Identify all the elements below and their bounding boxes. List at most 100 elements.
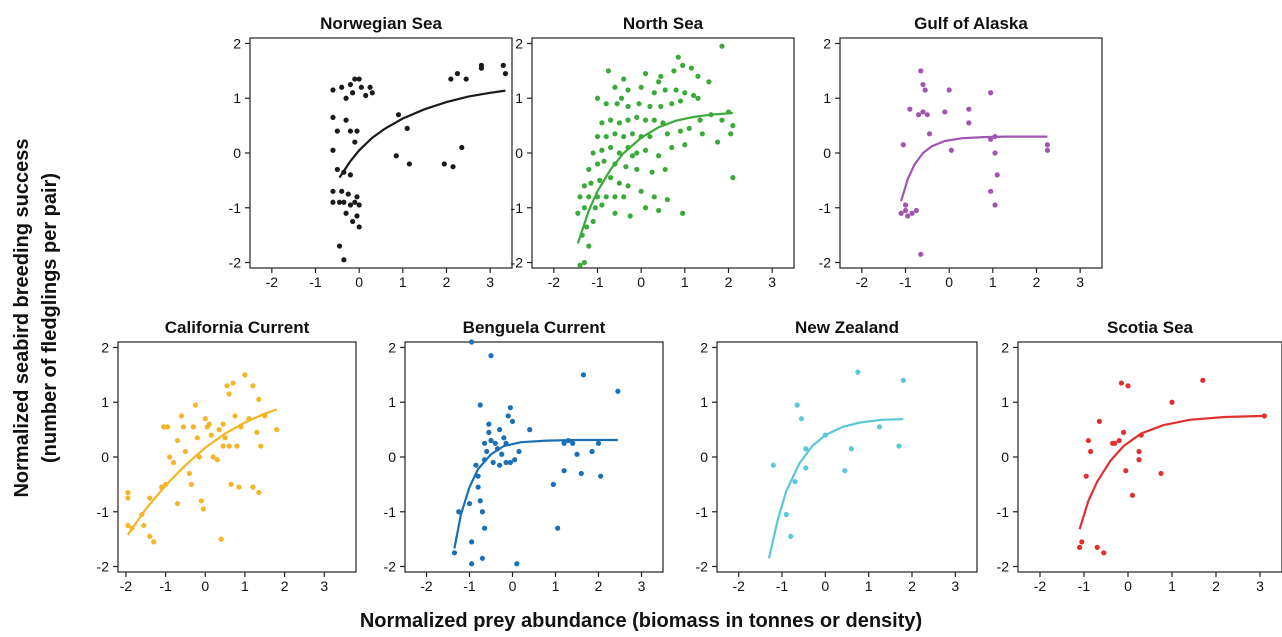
y-axis-title-line-2: (number of fledglings per pair) xyxy=(39,173,61,463)
data-point xyxy=(509,418,516,425)
data-point xyxy=(577,262,583,268)
x-tick-label: -2 xyxy=(420,578,433,594)
data-point xyxy=(590,150,596,156)
data-point xyxy=(166,454,173,460)
data-point xyxy=(992,202,998,208)
data-point xyxy=(677,128,684,134)
y-tick-label: -2 xyxy=(997,559,1010,575)
data-point xyxy=(345,191,351,197)
data-point xyxy=(612,131,618,137)
data-point xyxy=(608,175,614,181)
data-point xyxy=(920,81,926,88)
data-point xyxy=(651,90,657,96)
data-point xyxy=(347,202,354,208)
data-point xyxy=(448,76,454,82)
data-point xyxy=(621,194,627,200)
data-point xyxy=(450,164,456,170)
y-tick-label: 1 xyxy=(1001,394,1009,410)
data-point xyxy=(682,142,688,148)
x-tick-label: -1 xyxy=(309,274,322,290)
data-point xyxy=(125,495,131,501)
data-point xyxy=(636,101,642,107)
data-point xyxy=(642,117,649,123)
data-point xyxy=(347,128,354,134)
data-point xyxy=(907,106,913,112)
data-point xyxy=(924,112,930,118)
data-point xyxy=(783,511,789,518)
y-tick-label: 0 xyxy=(101,449,109,465)
data-point xyxy=(330,199,336,205)
data-point xyxy=(404,125,410,131)
data-point xyxy=(634,150,640,156)
data-point xyxy=(595,440,602,446)
data-point xyxy=(616,180,622,186)
data-point xyxy=(503,459,509,466)
data-point xyxy=(475,484,481,490)
x-tick-label: -2 xyxy=(266,274,279,290)
data-point xyxy=(469,561,475,567)
data-point xyxy=(182,448,189,455)
data-point xyxy=(456,509,462,515)
data-point xyxy=(343,117,349,123)
data-point xyxy=(1200,377,1206,383)
y-tick-label: 0 xyxy=(1001,449,1009,465)
data-point xyxy=(527,427,533,433)
data-point xyxy=(1044,142,1051,148)
data-point xyxy=(680,62,686,68)
data-point xyxy=(234,443,240,449)
data-point xyxy=(481,440,488,446)
data-point xyxy=(550,481,556,487)
data-point xyxy=(473,462,479,468)
data-point xyxy=(497,427,503,433)
y-tick-label: 2 xyxy=(700,339,708,355)
x-tick-label: 2 xyxy=(725,274,733,290)
y-tick-label: 2 xyxy=(233,35,241,51)
y-tick-label: -1 xyxy=(97,504,110,520)
data-point xyxy=(343,95,349,101)
data-point xyxy=(1094,544,1100,550)
data-point xyxy=(1044,147,1051,153)
data-point xyxy=(592,205,598,211)
data-point xyxy=(580,372,587,378)
data-point xyxy=(216,427,222,433)
x-tick-label: -1 xyxy=(463,578,476,594)
data-point xyxy=(594,133,601,140)
data-point xyxy=(615,388,621,394)
x-tick-label: 1 xyxy=(552,578,560,594)
data-point xyxy=(222,435,228,441)
data-point xyxy=(920,109,926,115)
data-point xyxy=(341,199,347,205)
data-point xyxy=(339,188,345,194)
y-tick-label: -2 xyxy=(384,559,397,575)
data-point xyxy=(730,175,736,181)
data-point xyxy=(634,114,640,121)
data-point xyxy=(1169,399,1175,405)
data-point xyxy=(486,421,492,427)
data-point xyxy=(347,172,354,178)
y-tick-label: -2 xyxy=(819,255,832,271)
data-point xyxy=(488,437,494,444)
data-point xyxy=(350,218,356,225)
y-tick-label: -1 xyxy=(229,200,242,216)
y-tick-label: 1 xyxy=(700,394,708,410)
data-point xyxy=(642,205,649,211)
x-tick-label: 1 xyxy=(241,578,249,594)
data-point xyxy=(656,207,662,214)
data-point xyxy=(330,188,336,194)
data-point xyxy=(597,177,603,183)
data-point xyxy=(256,489,262,496)
data-point xyxy=(202,416,208,422)
data-point xyxy=(669,101,675,107)
x-tick-label: 3 xyxy=(320,578,328,594)
data-point xyxy=(475,473,481,479)
x-tick-label: 0 xyxy=(201,578,209,594)
data-point xyxy=(354,194,360,200)
data-point xyxy=(730,123,736,129)
data-point xyxy=(616,120,622,126)
data-point xyxy=(942,109,948,115)
data-point xyxy=(647,103,653,110)
data-point xyxy=(505,413,511,419)
x-tick-label: -1 xyxy=(159,578,172,594)
data-point xyxy=(575,210,581,216)
data-point xyxy=(612,210,618,216)
